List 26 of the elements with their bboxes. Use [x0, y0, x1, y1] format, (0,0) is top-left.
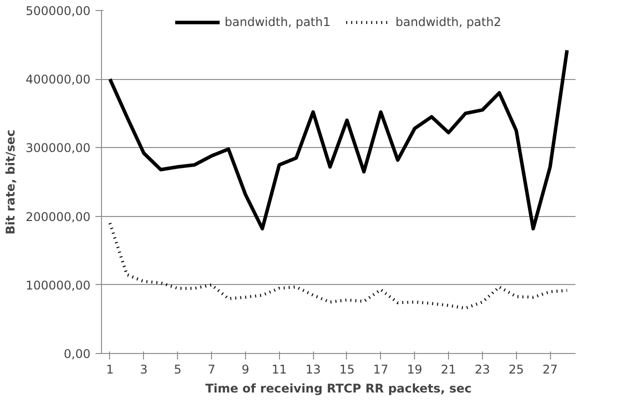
y-tick-label: 0,00: [64, 347, 90, 361]
legend-label: bandwidth, path1: [224, 15, 330, 29]
y-tick-label: 100000,00: [26, 278, 91, 292]
x-tick-label: 21: [440, 362, 456, 376]
x-tick-label: 5: [174, 362, 182, 376]
x-tick-label: 25: [508, 362, 524, 376]
x-tick-label: 15: [339, 362, 355, 376]
line-series: [108, 48, 569, 230]
y-tick-label: 500000,00: [26, 4, 91, 18]
y-tick-label: 300000,00: [26, 141, 91, 156]
x-tick-label: 13: [305, 362, 321, 376]
y-axis-title: Bit rate, bit/sec: [4, 129, 18, 235]
x-tick-label: 9: [242, 362, 250, 376]
x-tick-label: 11: [272, 362, 287, 376]
y-tick-label: 200000,00: [26, 210, 91, 224]
x-tick-label: 7: [208, 362, 216, 376]
x-tick-label: 17: [373, 362, 388, 376]
y-tick-label: 400000,00: [26, 72, 91, 87]
x-tick-label: 1: [106, 362, 114, 376]
x-tick-label: 27: [542, 362, 558, 376]
x-tick-label: 3: [140, 362, 148, 376]
x-tick-label: 23: [474, 362, 490, 376]
x-tick-label: 19: [407, 362, 422, 376]
x-axis-title: Time of receiving RTCP RR packets, sec: [205, 382, 472, 396]
legend-label: bandwidth, path2: [396, 15, 502, 29]
line-series: [108, 222, 569, 310]
